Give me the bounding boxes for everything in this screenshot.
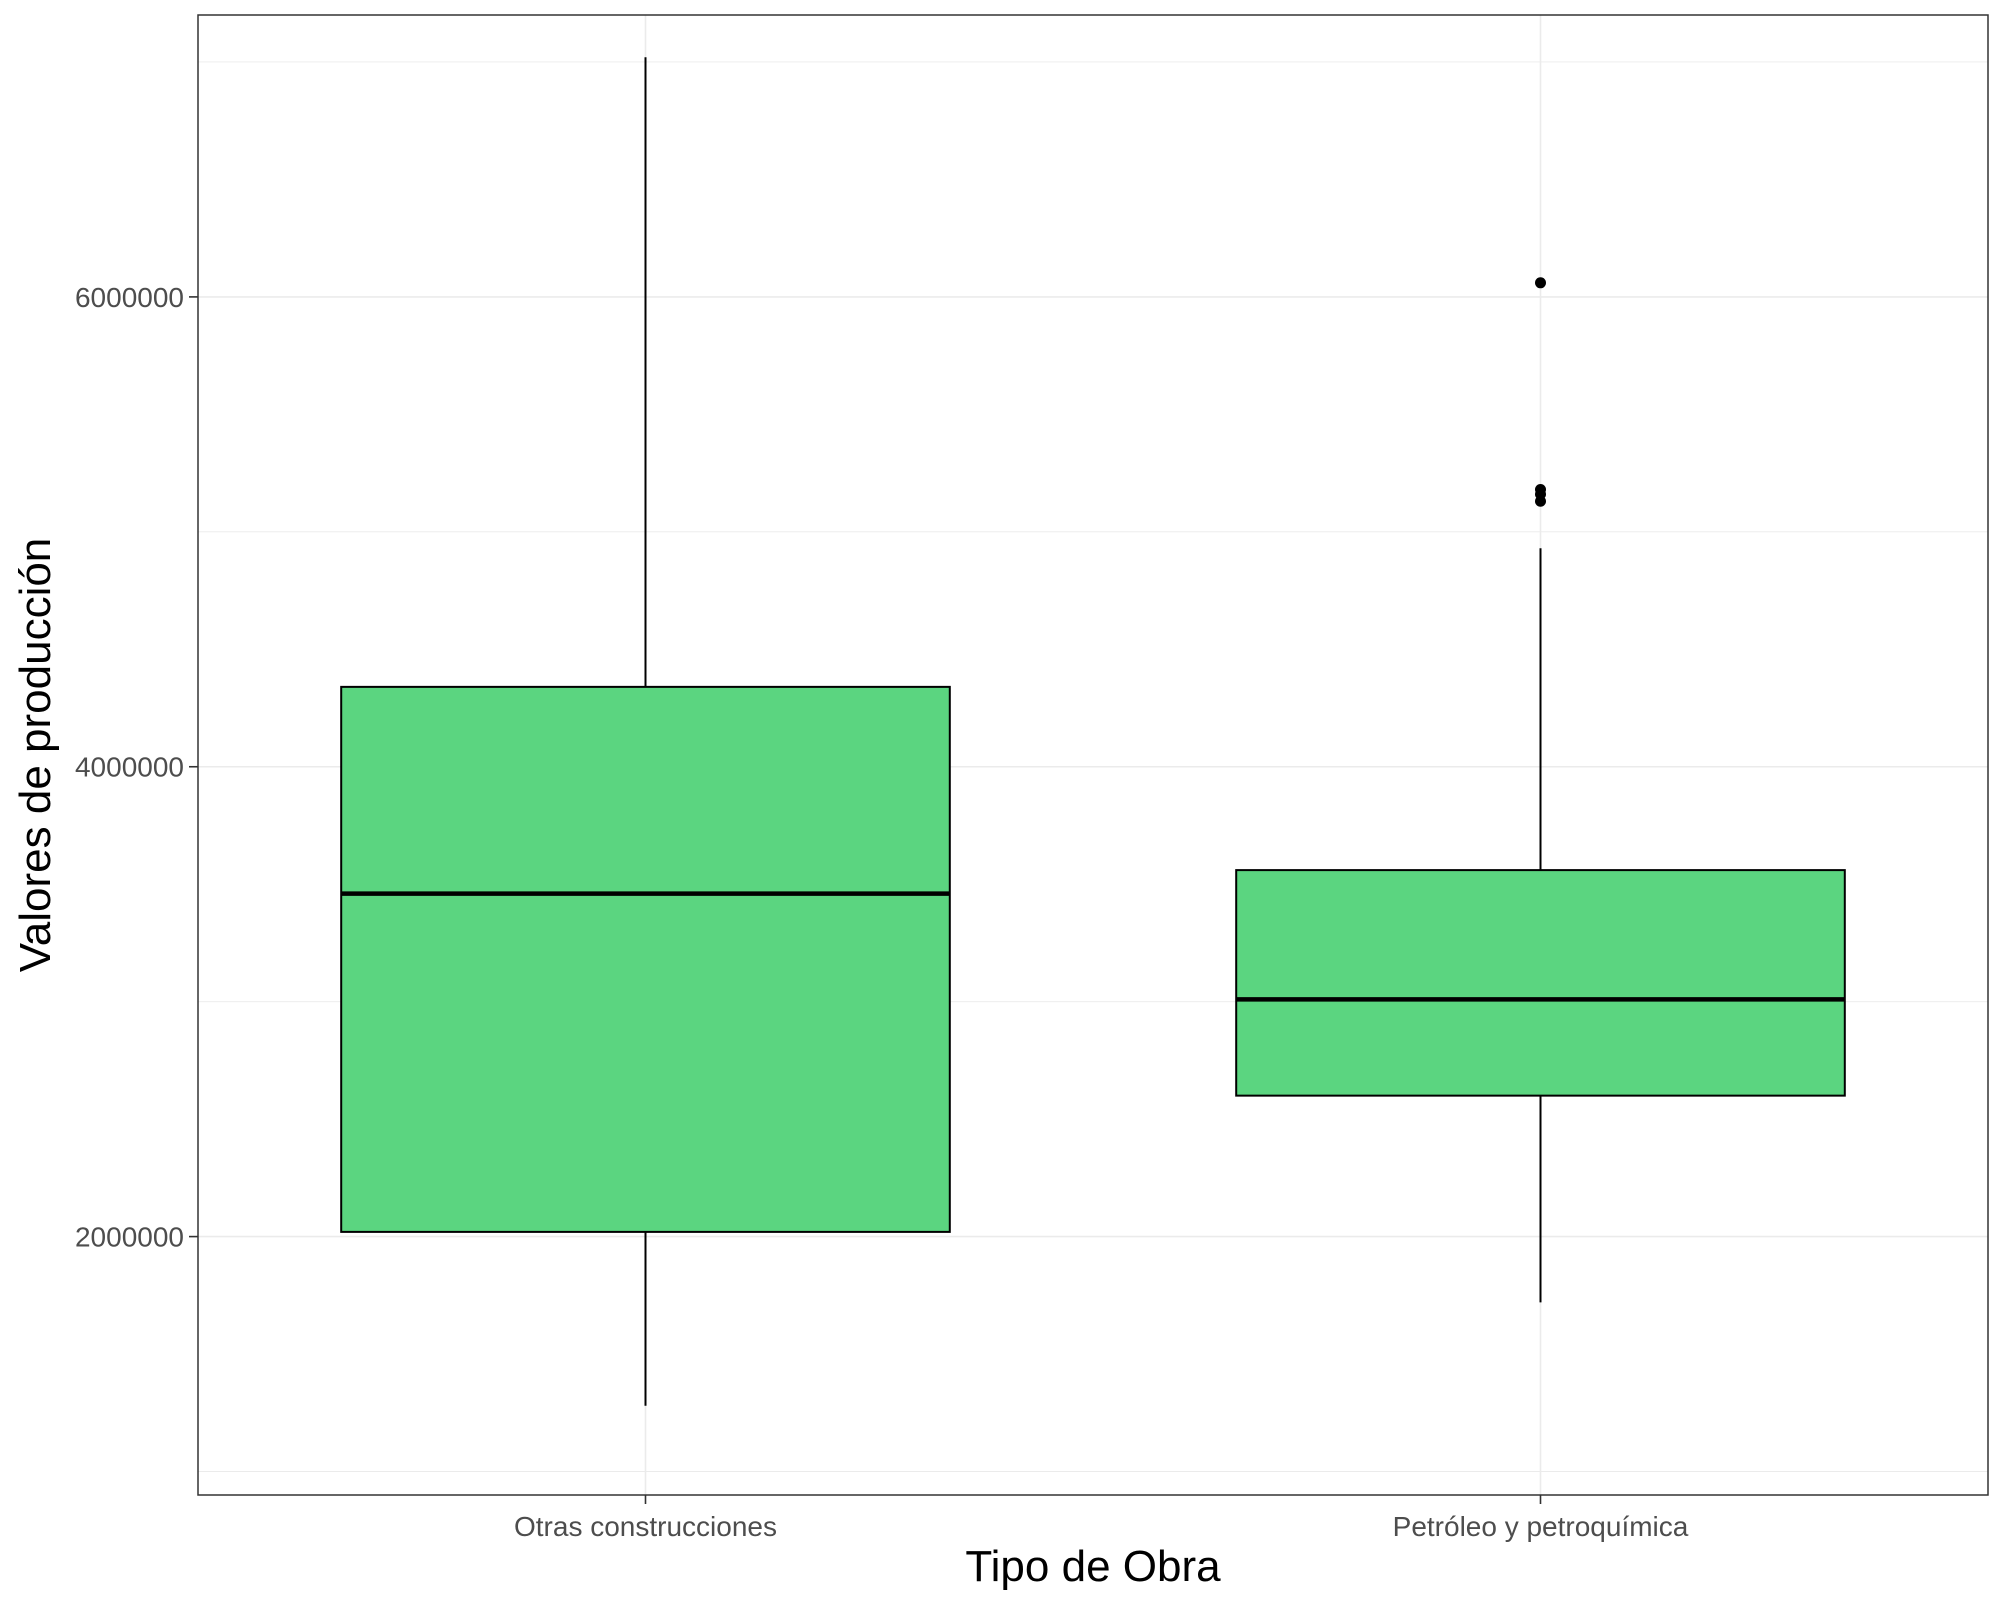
x-tick-label: Otras construcciones [514,1511,777,1542]
y-tick-label: 6000000 [75,282,184,313]
outlier-point [1535,495,1546,507]
box-2 [1235,277,1846,1303]
y-tick-label: 4000000 [75,752,184,783]
iqr-box [340,685,951,1233]
y-axis-title: Valores de producción [11,538,60,973]
x-axis-title: Tipo de Obra [965,1542,1221,1591]
outlier-point [1535,277,1546,289]
y-tick-label: 2000000 [75,1222,184,1253]
x-tick-label: Petróleo y petroquímica [1393,1511,1689,1542]
iqr-box [1235,869,1846,1097]
axis-ticks: 2000000 4000000 6000000 Otras construccione… [75,282,1689,1542]
box-group [340,57,1846,1406]
plot-panel-border [197,14,1989,1496]
box-1 [340,57,951,1406]
